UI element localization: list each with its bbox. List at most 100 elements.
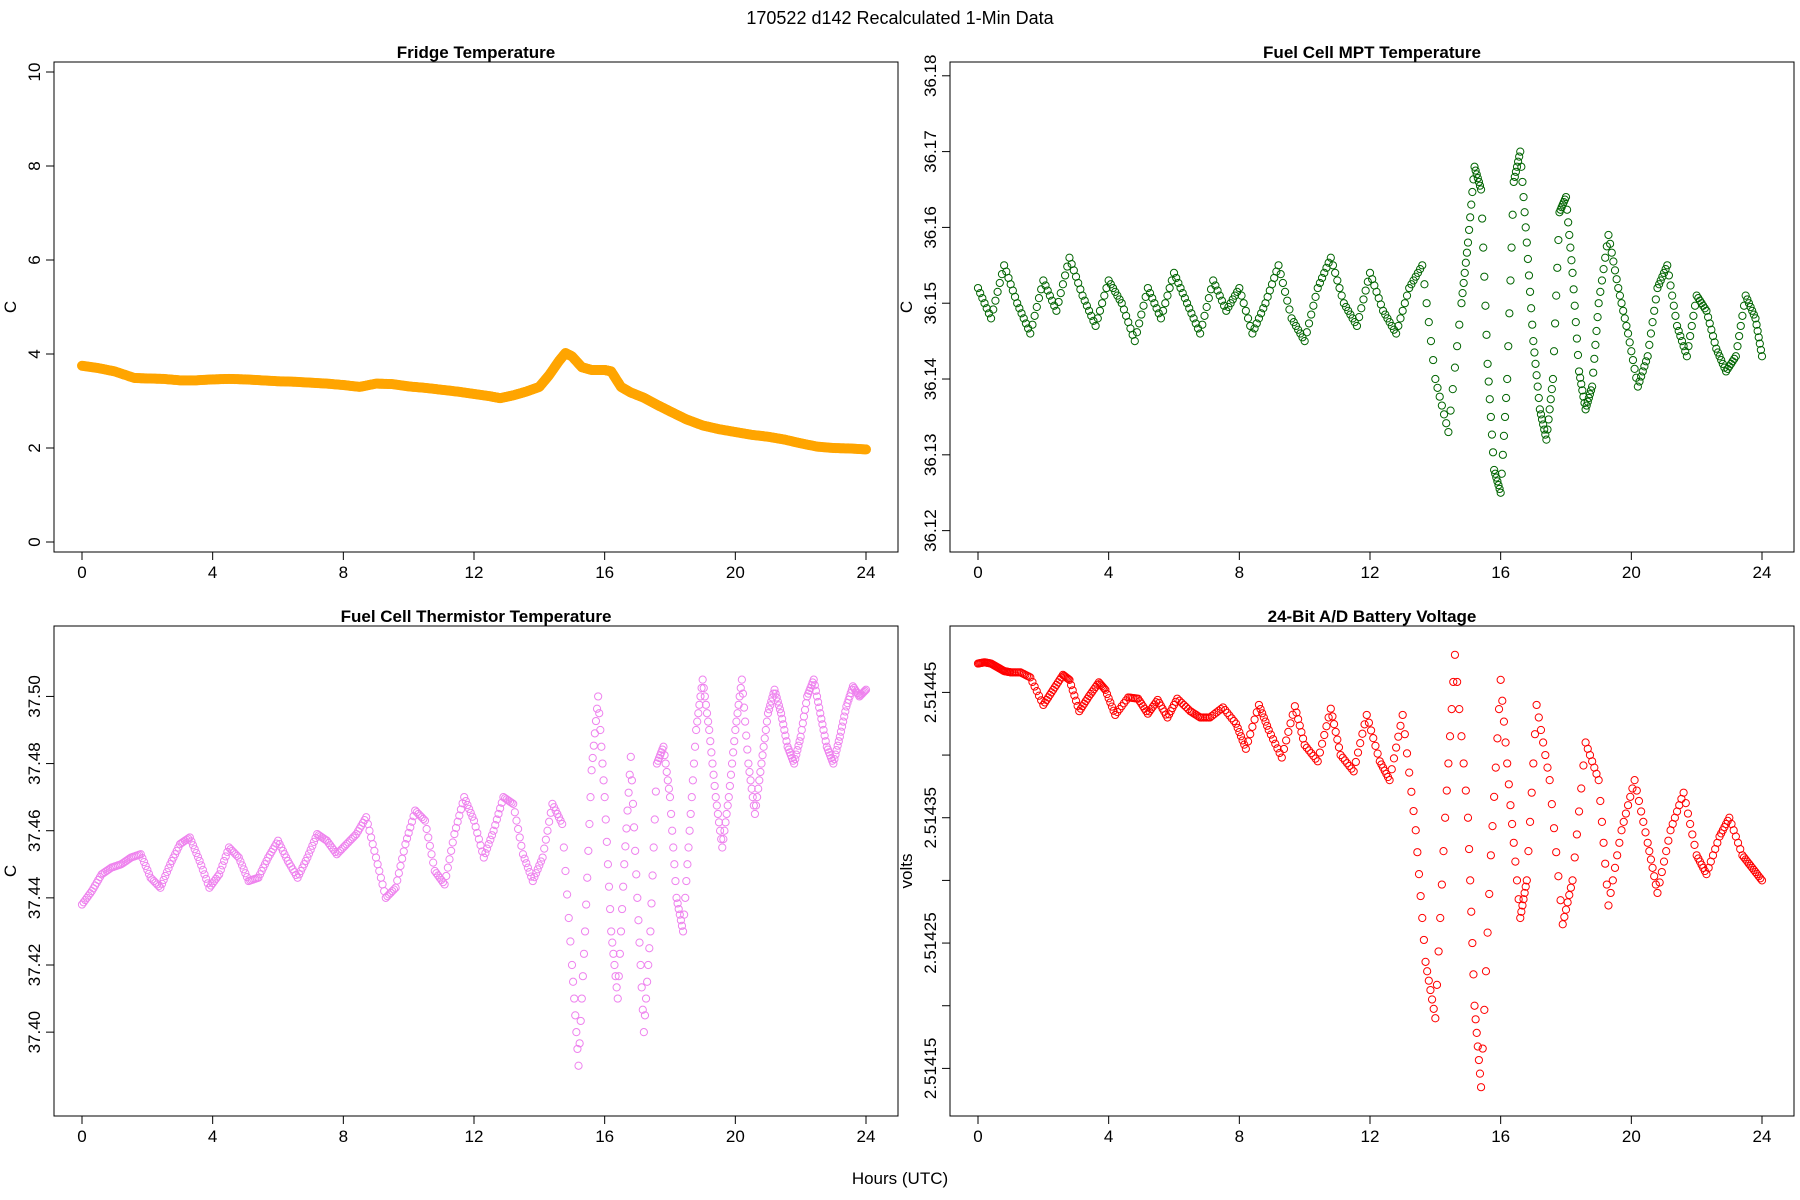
data-point	[1082, 301, 1091, 310]
data-point	[1405, 768, 1414, 777]
data-point	[1517, 907, 1526, 916]
data-point	[138, 854, 147, 863]
x-tick-label: 4	[208, 1127, 217, 1146]
data-point	[1450, 650, 1460, 659]
data-point	[820, 731, 829, 740]
data-point	[1302, 743, 1311, 752]
data-point	[1549, 347, 1559, 356]
data-point	[606, 904, 615, 914]
data-point	[1506, 801, 1515, 810]
data-point	[631, 846, 640, 855]
data-point	[1509, 177, 1518, 187]
data-point	[1650, 872, 1659, 881]
data-point	[683, 860, 692, 869]
data-point	[1677, 337, 1687, 346]
data-point	[1522, 876, 1531, 885]
data-point	[746, 776, 755, 785]
data-point	[1426, 337, 1436, 346]
data-point	[185, 833, 194, 842]
data-point	[821, 737, 830, 746]
data-point	[601, 815, 610, 824]
data-point	[522, 859, 531, 868]
data-point	[443, 863, 452, 872]
data-point	[1360, 720, 1369, 729]
data-point	[1241, 306, 1250, 315]
data-point	[1361, 286, 1370, 295]
data-point	[1686, 819, 1695, 829]
data-point	[1664, 271, 1674, 280]
data-point	[1482, 330, 1491, 339]
data-point	[1512, 876, 1522, 885]
data-point	[419, 814, 428, 824]
data-point	[1486, 412, 1495, 422]
data-point	[1322, 722, 1331, 731]
data-point	[649, 843, 658, 852]
data-point	[1537, 415, 1547, 424]
data-point	[1304, 746, 1314, 755]
data-point	[664, 784, 674, 793]
data-point	[1551, 319, 1560, 328]
x-tick-label: 16	[1491, 1127, 1510, 1146]
data-point	[1102, 689, 1112, 699]
data-point	[685, 826, 694, 835]
data-point	[1352, 321, 1362, 331]
data-point	[1439, 410, 1449, 419]
data-point	[510, 808, 519, 817]
data-point	[1495, 484, 1504, 494]
data-point	[709, 770, 718, 779]
data-point	[1442, 786, 1451, 795]
data-point	[442, 871, 451, 881]
data-point	[1078, 291, 1087, 300]
data-point	[1329, 720, 1339, 729]
data-point	[1666, 281, 1675, 290]
data-point	[429, 858, 438, 867]
data-point	[1349, 767, 1358, 776]
data-point	[1476, 185, 1486, 194]
data-point	[761, 725, 770, 735]
data-point	[401, 840, 410, 849]
data-point	[668, 826, 677, 835]
data-point	[795, 737, 804, 746]
x-tick-label: 0	[77, 563, 86, 582]
data-point	[1599, 264, 1608, 274]
data-point	[706, 737, 715, 746]
data-point	[1032, 302, 1041, 312]
data-point	[1499, 717, 1509, 726]
data-point	[675, 910, 684, 919]
data-point	[583, 873, 592, 882]
data-point	[733, 709, 742, 718]
data-point	[1621, 809, 1630, 818]
data-point	[1488, 821, 1497, 831]
data-point	[1455, 320, 1464, 329]
data-point	[1609, 257, 1618, 266]
data-point	[1746, 302, 1755, 312]
data-point	[1238, 736, 1247, 745]
x-tick-label: 24	[1753, 563, 1772, 582]
data-point	[237, 861, 247, 870]
data-point	[597, 742, 606, 751]
data-point	[991, 296, 1000, 305]
data-point	[1525, 817, 1535, 827]
data-point	[1528, 320, 1537, 329]
data-point	[1445, 732, 1455, 741]
data-point	[1248, 722, 1257, 731]
data-point	[1534, 713, 1543, 722]
data-point	[528, 876, 537, 886]
x-tick-label: 8	[1235, 1127, 1244, 1146]
data-point	[1276, 270, 1285, 279]
data-point	[492, 815, 501, 824]
data-point	[1597, 276, 1607, 285]
data-point	[1104, 694, 1113, 703]
data-point	[1471, 1015, 1480, 1024]
data-point	[533, 865, 542, 874]
data-point	[1034, 691, 1044, 700]
data-point	[1579, 761, 1588, 770]
data-point	[1328, 712, 1337, 721]
data-point	[1688, 830, 1697, 839]
data-point	[1424, 976, 1433, 985]
data-point	[1432, 980, 1442, 989]
data-point	[587, 766, 596, 775]
data-point	[461, 796, 470, 806]
data-point	[1165, 283, 1174, 293]
data-point	[1154, 309, 1163, 318]
